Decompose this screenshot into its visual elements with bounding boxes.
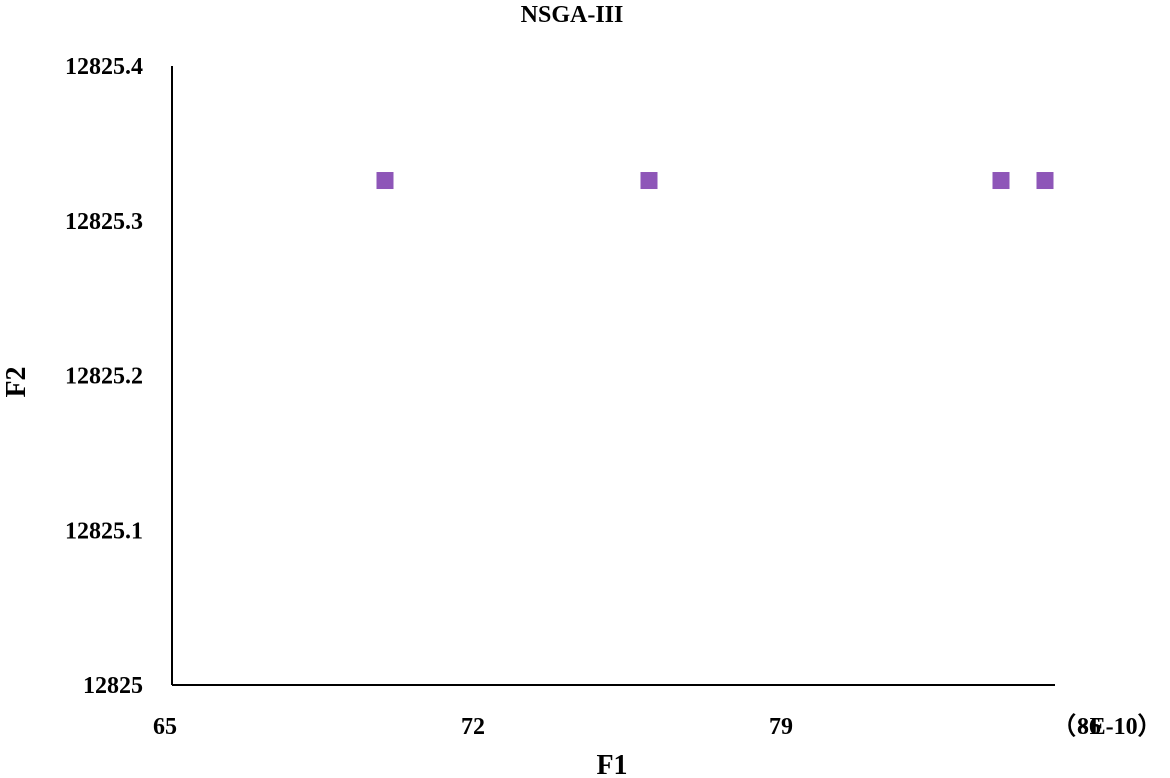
x-axis-title: F1	[596, 750, 627, 778]
x-tick-label: 79	[769, 714, 793, 740]
y-tick-label: 12825	[83, 673, 143, 699]
y-tick-label: 12825.4	[65, 54, 143, 80]
x-tick-label: 86	[1077, 714, 1101, 740]
y-tick-label: 12825.3	[65, 209, 143, 235]
x-axis-unit: （×E-10）	[1052, 713, 1162, 740]
data-point	[376, 172, 394, 190]
data-point	[992, 172, 1010, 190]
y-tick-labels: 12825 12825.1 12825.2 12825.3 12825.4	[65, 54, 143, 699]
y-axis-title: F2	[1, 366, 32, 397]
y-tick-label: 12825.1	[65, 518, 143, 544]
y-tick-label: 12825.2	[65, 364, 143, 390]
x-tick-label: 72	[461, 714, 485, 740]
chart-title: NSGA-III	[521, 2, 624, 28]
data-points	[376, 172, 1054, 190]
data-point	[640, 172, 658, 190]
data-point	[1036, 172, 1054, 190]
x-tick-label: 65	[153, 714, 177, 740]
x-tick-labels: 6572798693	[153, 714, 1101, 740]
